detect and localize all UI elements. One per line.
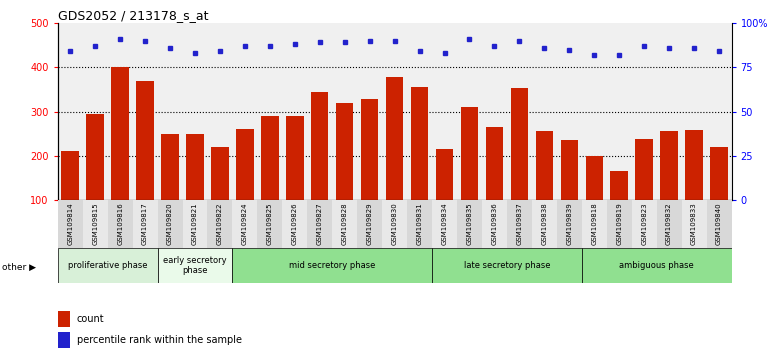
Bar: [382, 200, 407, 248]
Bar: [108, 200, 132, 248]
Text: proliferative phase: proliferative phase: [68, 261, 147, 270]
Bar: [236, 129, 253, 244]
Bar: [681, 200, 707, 248]
Text: GSM109838: GSM109838: [541, 202, 547, 245]
Bar: [257, 200, 283, 248]
Text: GSM109822: GSM109822: [217, 202, 223, 245]
Text: mid secretory phase: mid secretory phase: [289, 261, 376, 270]
Text: GSM109826: GSM109826: [292, 202, 298, 245]
Bar: [486, 127, 503, 244]
Bar: [582, 248, 732, 283]
Bar: [460, 107, 478, 244]
Bar: [511, 88, 528, 244]
Bar: [336, 103, 353, 244]
Bar: [611, 171, 628, 244]
Text: ambiguous phase: ambiguous phase: [619, 261, 694, 270]
Bar: [82, 200, 108, 248]
Bar: [58, 311, 70, 327]
Bar: [132, 200, 158, 248]
Text: GSM109837: GSM109837: [517, 202, 522, 245]
Bar: [286, 116, 303, 244]
Bar: [158, 248, 233, 283]
Bar: [182, 200, 207, 248]
Bar: [432, 200, 457, 248]
Text: GSM109814: GSM109814: [67, 202, 73, 245]
Text: GSM109824: GSM109824: [242, 202, 248, 245]
Bar: [357, 200, 382, 248]
Text: late secretory phase: late secretory phase: [464, 261, 551, 270]
Bar: [432, 248, 582, 283]
Text: GSM109832: GSM109832: [666, 202, 672, 245]
Bar: [58, 248, 158, 283]
Bar: [58, 200, 82, 248]
Bar: [62, 152, 79, 244]
Text: GDS2052 / 213178_s_at: GDS2052 / 213178_s_at: [58, 9, 208, 22]
Text: GSM109840: GSM109840: [716, 202, 722, 245]
Text: GSM109835: GSM109835: [467, 202, 473, 245]
Text: early secretory
phase: early secretory phase: [163, 256, 227, 275]
Bar: [585, 156, 603, 244]
Text: GSM109828: GSM109828: [342, 202, 348, 245]
Bar: [557, 200, 582, 248]
Bar: [186, 133, 204, 244]
Bar: [158, 200, 182, 248]
Bar: [283, 200, 307, 248]
Text: GSM109820: GSM109820: [167, 202, 173, 245]
Bar: [532, 200, 557, 248]
Bar: [482, 200, 507, 248]
Text: count: count: [77, 314, 104, 324]
Bar: [707, 200, 732, 248]
Bar: [657, 200, 681, 248]
Bar: [261, 116, 279, 244]
Bar: [136, 80, 154, 244]
Bar: [407, 200, 432, 248]
Bar: [211, 147, 229, 244]
Text: GSM109821: GSM109821: [192, 202, 198, 245]
Text: GSM109817: GSM109817: [142, 202, 148, 245]
Bar: [332, 200, 357, 248]
Text: GSM109836: GSM109836: [491, 202, 497, 245]
Bar: [561, 140, 578, 244]
Bar: [207, 200, 233, 248]
Bar: [661, 131, 678, 244]
Bar: [436, 149, 454, 244]
Bar: [710, 147, 728, 244]
Text: GSM109825: GSM109825: [267, 202, 273, 245]
Bar: [507, 200, 532, 248]
Bar: [307, 200, 332, 248]
Bar: [386, 77, 403, 244]
Text: GSM109815: GSM109815: [92, 202, 99, 245]
Bar: [233, 200, 257, 248]
Bar: [457, 200, 482, 248]
Bar: [58, 332, 70, 348]
Text: GSM109827: GSM109827: [316, 202, 323, 245]
Text: GSM109833: GSM109833: [691, 202, 697, 245]
Text: GSM109829: GSM109829: [367, 202, 373, 245]
Bar: [233, 248, 432, 283]
Text: GSM109823: GSM109823: [641, 202, 647, 245]
Bar: [635, 139, 653, 244]
Text: GSM109816: GSM109816: [117, 202, 123, 245]
Text: GSM109834: GSM109834: [441, 202, 447, 245]
Text: other ▶: other ▶: [2, 263, 35, 272]
Bar: [607, 200, 631, 248]
Bar: [86, 114, 104, 244]
Text: GSM109831: GSM109831: [417, 202, 423, 245]
Bar: [631, 200, 657, 248]
Bar: [361, 99, 378, 244]
Bar: [685, 130, 703, 244]
Bar: [161, 133, 179, 244]
Bar: [112, 67, 129, 244]
Bar: [311, 92, 329, 244]
Text: GSM109839: GSM109839: [566, 202, 572, 245]
Bar: [582, 200, 607, 248]
Bar: [411, 87, 428, 244]
Bar: [536, 131, 553, 244]
Text: GSM109830: GSM109830: [392, 202, 397, 245]
Text: percentile rank within the sample: percentile rank within the sample: [77, 335, 242, 345]
Text: GSM109819: GSM109819: [616, 202, 622, 245]
Text: GSM109818: GSM109818: [591, 202, 598, 245]
